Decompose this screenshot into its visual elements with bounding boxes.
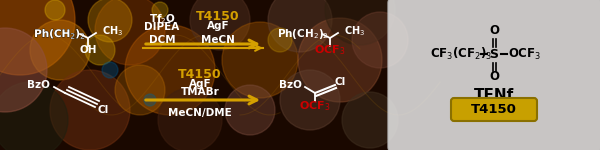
Text: BzO: BzO [26, 80, 49, 90]
Text: MeCN: MeCN [201, 35, 235, 45]
Text: AgF: AgF [206, 21, 229, 31]
Text: AgF: AgF [188, 79, 211, 89]
Text: BzO: BzO [278, 80, 301, 90]
Text: DIPEA: DIPEA [145, 22, 179, 32]
Circle shape [280, 70, 340, 130]
Text: Ph(CH$_2$)$_2$: Ph(CH$_2$)$_2$ [277, 27, 329, 41]
Circle shape [102, 62, 118, 78]
Circle shape [268, 0, 332, 52]
Text: S: S [490, 48, 499, 60]
Text: DCM: DCM [149, 35, 175, 45]
Circle shape [222, 22, 298, 98]
Text: CF$_3$(CF$_2$)$_3$: CF$_3$(CF$_2$)$_3$ [430, 46, 492, 62]
FancyBboxPatch shape [388, 0, 600, 150]
Text: Cl: Cl [97, 105, 109, 115]
Circle shape [352, 12, 408, 68]
Circle shape [144, 94, 156, 106]
Circle shape [158, 88, 222, 150]
Text: TFNf: TFNf [474, 87, 514, 102]
Text: OCF$_3$: OCF$_3$ [314, 43, 346, 57]
Text: O: O [489, 70, 499, 84]
Text: T4150: T4150 [471, 103, 517, 116]
FancyBboxPatch shape [451, 98, 537, 121]
Circle shape [115, 65, 165, 115]
Circle shape [95, 0, 165, 65]
Text: OCF$_3$: OCF$_3$ [299, 99, 331, 113]
Text: T4150: T4150 [196, 11, 240, 24]
Text: Ph(CH$_2$)$_2$: Ph(CH$_2$)$_2$ [34, 27, 86, 41]
Circle shape [225, 85, 275, 135]
Circle shape [50, 70, 130, 150]
Text: Cl: Cl [334, 77, 346, 87]
Text: CH$_3$: CH$_3$ [102, 24, 123, 38]
Circle shape [0, 28, 47, 112]
Circle shape [298, 18, 382, 102]
Text: O: O [489, 24, 499, 38]
Circle shape [0, 82, 68, 150]
Circle shape [125, 25, 215, 115]
Circle shape [45, 0, 65, 20]
Circle shape [85, 35, 115, 65]
Text: Tf$_2$O: Tf$_2$O [149, 12, 175, 26]
Circle shape [0, 0, 75, 75]
Text: T4150: T4150 [178, 69, 222, 81]
Circle shape [342, 92, 398, 148]
Circle shape [268, 28, 292, 52]
Text: OH: OH [79, 45, 97, 55]
Circle shape [152, 2, 168, 18]
Circle shape [190, 0, 250, 50]
Text: CH$_3$: CH$_3$ [344, 24, 365, 38]
Text: MeCN/DME: MeCN/DME [168, 108, 232, 118]
Circle shape [325, 0, 395, 45]
Text: TMABr: TMABr [181, 87, 220, 97]
Circle shape [30, 20, 90, 80]
Text: OCF$_3$: OCF$_3$ [508, 46, 541, 62]
Circle shape [88, 0, 132, 42]
